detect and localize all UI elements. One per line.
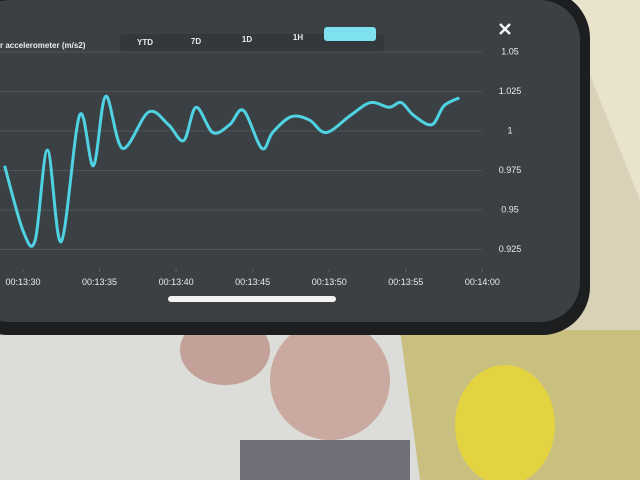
chart-title: r accelerometer (m/s2)	[0, 41, 86, 50]
screen	[0, 0, 580, 322]
x-tick-label: 00:14:00	[465, 277, 500, 287]
x-tick-label: 00:13:35	[82, 277, 117, 287]
range-button[interactable]: 7D	[191, 37, 201, 46]
y-tick-label: 0.95	[501, 204, 519, 214]
x-tick-label: 00:13:40	[159, 277, 194, 287]
range-button-active[interactable]	[324, 27, 376, 41]
hand	[270, 320, 390, 440]
range-button[interactable]: 1D	[242, 35, 252, 44]
y-tick-label: 0.925	[499, 244, 522, 254]
x-tick-label: 00:13:55	[388, 277, 423, 287]
range-button[interactable]: 1H	[293, 33, 303, 42]
range-button[interactable]: YTD	[137, 38, 153, 47]
range-bar	[120, 34, 384, 52]
data-line	[3, 94, 461, 248]
x-tick-label: 00:13:50	[312, 277, 347, 287]
y-tick-label: 0.975	[499, 165, 522, 175]
x-tick-label: 00:13:30	[5, 277, 40, 287]
y-tick-label: 1.025	[499, 86, 522, 96]
y-tick-label: 1.05	[501, 46, 519, 56]
x-tick-label: 00:13:45	[235, 277, 270, 287]
close-icon[interactable]	[499, 23, 511, 35]
toy	[455, 365, 555, 485]
y-tick-label: 1	[507, 125, 512, 135]
fabric	[240, 440, 410, 480]
home-indicator	[168, 296, 336, 302]
